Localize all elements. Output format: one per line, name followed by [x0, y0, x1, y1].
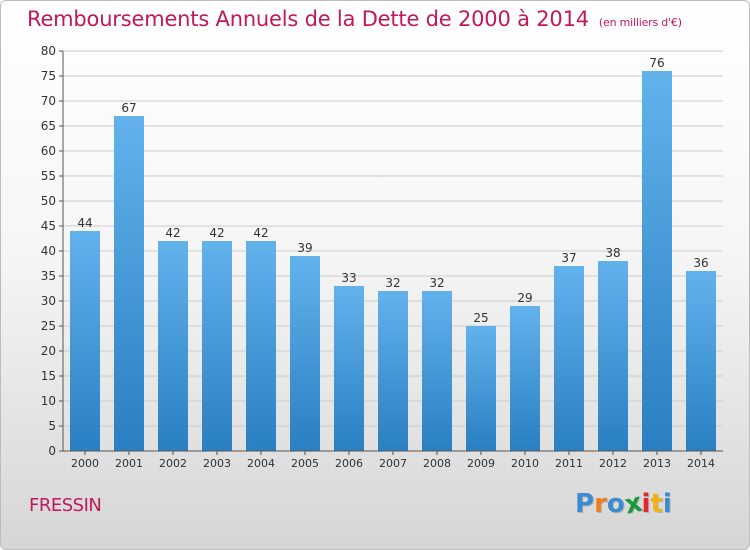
- data-label-2003: 42: [209, 226, 224, 240]
- x-tick-label-2002: 2002: [159, 457, 187, 470]
- y-tick-label: 35: [41, 269, 56, 283]
- x-tick-label-2008: 2008: [423, 457, 451, 470]
- y-tick-label: 40: [41, 244, 56, 258]
- bar-2010: [510, 306, 540, 451]
- x-tick-label-2010: 2010: [511, 457, 539, 470]
- data-label-2001: 67: [121, 101, 136, 115]
- data-label-2005: 39: [297, 241, 312, 255]
- x-tick-label-2003: 2003: [203, 457, 231, 470]
- data-label-2007: 32: [385, 276, 400, 290]
- data-label-2000: 44: [77, 216, 92, 230]
- logo-letter: i: [641, 489, 651, 519]
- y-tick-label: 70: [41, 94, 56, 108]
- bar-2011: [554, 266, 584, 451]
- y-tick-label: 0: [48, 444, 56, 458]
- x-tick-label-2001: 2001: [115, 457, 143, 470]
- x-tick-label-2007: 2007: [379, 457, 407, 470]
- logo-letter: P: [575, 489, 595, 519]
- bar-2005: [290, 256, 320, 451]
- chart-title-text: Remboursements Annuels de la Dette de 20…: [27, 7, 589, 31]
- bar-2004: [246, 241, 276, 451]
- bar-2009: [466, 326, 496, 451]
- y-tick-label: 55: [41, 169, 56, 183]
- logo-letter: r: [594, 489, 607, 519]
- y-tick-label: 5: [48, 419, 56, 433]
- x-tick-label-2013: 2013: [643, 457, 671, 470]
- bar-2003: [202, 241, 232, 451]
- x-tick-label-2011: 2011: [555, 457, 583, 470]
- y-tick-label: 65: [41, 119, 56, 133]
- y-tick-label: 45: [41, 219, 56, 233]
- logo-letter: t: [650, 489, 663, 519]
- logo-letter: o: [606, 489, 625, 519]
- bar-2006: [334, 286, 364, 451]
- commune-name: FRESSIN: [29, 495, 102, 516]
- y-tick-label: 15: [41, 369, 56, 383]
- axes: 0 5 10 15 20 25 30 35 40 45 50 55 60 65 70 75 80 2000 2001…: [41, 44, 723, 470]
- data-label-2006: 33: [341, 271, 356, 285]
- logo-letter: i: [662, 489, 672, 519]
- x-tick-label-2006: 2006: [335, 457, 363, 470]
- bar-2012: [598, 261, 628, 451]
- y-tick-label: 20: [41, 344, 56, 358]
- x-tick-label-2000: 2000: [71, 457, 99, 470]
- chart-title: Remboursements Annuels de la Dette de 20…: [27, 7, 682, 31]
- proxiti-logo[interactable]: Proxiti: [575, 488, 672, 521]
- data-label-2002: 42: [165, 226, 180, 240]
- x-tick-label-2004: 2004: [247, 457, 275, 470]
- y-tick-label: 50: [41, 194, 56, 208]
- bar-2002: [158, 241, 188, 451]
- bar-2013: [642, 71, 672, 451]
- data-label-2012: 38: [605, 246, 620, 260]
- data-label-2014: 36: [693, 256, 708, 270]
- y-tick-label: 60: [41, 144, 56, 158]
- y-tick-label: 25: [41, 319, 56, 333]
- bar-2007: [378, 291, 408, 451]
- data-label-2010: 29: [517, 291, 532, 305]
- bar-2008: [422, 291, 452, 451]
- data-label-2013: 76: [649, 56, 664, 70]
- y-tick-label: 30: [41, 294, 56, 308]
- y-tick-label: 10: [41, 394, 56, 408]
- bar-2014: [686, 271, 716, 451]
- x-tick-label-2012: 2012: [599, 457, 627, 470]
- bar-2000: [70, 231, 100, 451]
- data-labels: 44 67 42 42 42 39 33 32 32 25 29 37 38 76 36: [77, 56, 708, 325]
- x-tick-label-2014: 2014: [687, 457, 715, 470]
- data-label-2009: 25: [473, 311, 488, 325]
- y-tick-label: 80: [41, 44, 56, 58]
- x-tick-label-2009: 2009: [467, 457, 495, 470]
- data-label-2008: 32: [429, 276, 444, 290]
- x-tick-label-2005: 2005: [291, 457, 319, 470]
- bar-2001: [114, 116, 144, 451]
- y-tick-label: 75: [41, 69, 56, 83]
- data-label-2011: 37: [561, 251, 576, 265]
- chart-unit: (en milliers d'€): [598, 16, 682, 29]
- bars: [70, 71, 716, 451]
- data-label-2004: 42: [253, 226, 268, 240]
